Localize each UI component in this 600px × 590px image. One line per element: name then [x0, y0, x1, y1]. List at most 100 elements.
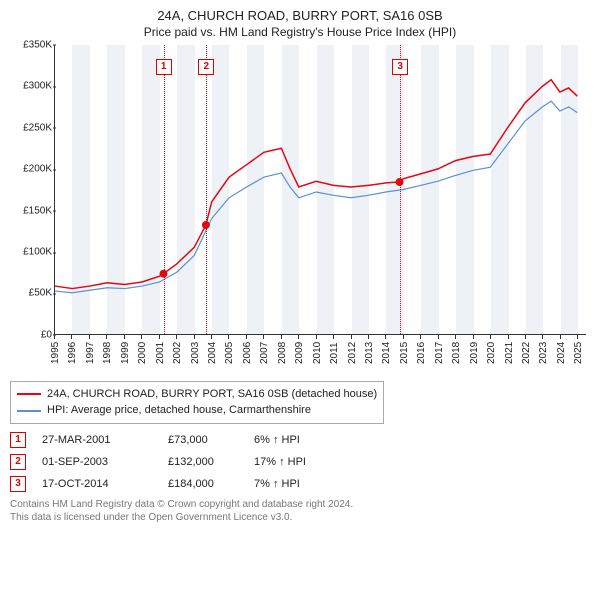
- y-tick-label: £350K: [10, 39, 52, 50]
- event-vline: [400, 45, 401, 334]
- x-tick-label: 2009: [294, 342, 305, 364]
- x-tick-label: 2016: [416, 342, 427, 364]
- x-tick-mark: [473, 335, 474, 339]
- event-number: 1: [10, 432, 26, 448]
- event-price: £132,000: [168, 456, 238, 468]
- x-tick-mark: [176, 335, 177, 339]
- chart-svg: [55, 45, 586, 334]
- x-tick-label: 2020: [486, 342, 497, 364]
- x-tick-mark: [281, 335, 282, 339]
- events-table: 1 27-MAR-2001 £73,000 6% ↑ HPI 2 01-SEP-2003 £…: [10, 432, 590, 492]
- event-vline: [164, 45, 165, 334]
- x-tick-label: 2021: [504, 342, 515, 364]
- x-tick-mark: [455, 335, 456, 339]
- x-tick-label: 2005: [224, 342, 235, 364]
- y-tick-label: £100K: [10, 247, 52, 258]
- x-tick-label: 2019: [469, 342, 480, 364]
- x-tick-mark: [490, 335, 491, 339]
- legend-label-hpi: HPI: Average price, detached house, Carm…: [47, 402, 311, 419]
- attribution: Contains HM Land Registry data © Crown c…: [10, 498, 590, 524]
- event-number: 3: [10, 476, 26, 492]
- x-tick-mark: [385, 335, 386, 339]
- event-marker-box: 1: [156, 59, 172, 75]
- x-tick-label: 1995: [50, 342, 61, 364]
- series-line-hpi: [55, 101, 577, 293]
- y-tick-label: £50K: [10, 288, 52, 299]
- legend-label-subject: 24A, CHURCH ROAD, BURRY PORT, SA16 0SB (…: [47, 386, 377, 403]
- x-tick-mark: [159, 335, 160, 339]
- x-tick-label: 2007: [259, 342, 270, 364]
- x-tick-mark: [298, 335, 299, 339]
- x-tick-label: 2008: [277, 342, 288, 364]
- legend: 24A, CHURCH ROAD, BURRY PORT, SA16 0SB (…: [10, 381, 384, 424]
- event-pct: 17% ↑ HPI: [254, 456, 334, 468]
- y-tick-label: £250K: [10, 122, 52, 133]
- x-tick-mark: [316, 335, 317, 339]
- x-tick-label: 2010: [312, 342, 323, 364]
- x-tick-mark: [542, 335, 543, 339]
- legend-swatch-subject: [17, 393, 41, 395]
- x-tick-mark: [351, 335, 352, 339]
- x-tick-label: 2002: [172, 342, 183, 364]
- x-tick-mark: [71, 335, 72, 339]
- x-tick-label: 1996: [67, 342, 78, 364]
- footer-line2: This data is licensed under the Open Gov…: [10, 511, 590, 524]
- event-row: 3 17-OCT-2014 £184,000 7% ↑ HPI: [10, 476, 590, 492]
- event-date: 27-MAR-2001: [42, 434, 152, 446]
- x-tick-mark: [577, 335, 578, 339]
- x-tick-mark: [141, 335, 142, 339]
- x-tick-label: 2013: [364, 342, 375, 364]
- x-tick-mark: [420, 335, 421, 339]
- x-tick-mark: [508, 335, 509, 339]
- x-tick-label: 1998: [102, 342, 113, 364]
- event-marker-box: 3: [392, 59, 408, 75]
- y-tick-label: £150K: [10, 205, 52, 216]
- y-tick-label: £300K: [10, 81, 52, 92]
- x-tick-label: 2004: [207, 342, 218, 364]
- x-tick-mark: [211, 335, 212, 339]
- event-row: 2 01-SEP-2003 £132,000 17% ↑ HPI: [10, 454, 590, 470]
- event-number: 2: [10, 454, 26, 470]
- x-tick-label: 2023: [538, 342, 549, 364]
- chart-subtitle: Price paid vs. HM Land Registry's House …: [10, 25, 590, 39]
- x-tick-mark: [263, 335, 264, 339]
- x-tick-mark: [194, 335, 195, 339]
- x-tick-mark: [124, 335, 125, 339]
- y-tick-label: £0: [10, 329, 52, 340]
- footer-line1: Contains HM Land Registry data © Crown c…: [10, 498, 590, 511]
- event-marker-box: 2: [198, 59, 214, 75]
- x-tick-mark: [106, 335, 107, 339]
- x-tick-label: 2012: [347, 342, 358, 364]
- x-tick-mark: [89, 335, 90, 339]
- x-tick-label: 2014: [381, 342, 392, 364]
- x-tick-label: 2015: [399, 342, 410, 364]
- x-tick-mark: [438, 335, 439, 339]
- legend-item-subject: 24A, CHURCH ROAD, BURRY PORT, SA16 0SB (…: [17, 386, 377, 403]
- x-tick-label: 2011: [329, 342, 340, 364]
- x-tick-mark: [333, 335, 334, 339]
- chart-area: 123 £0£50K£100K£150K£200K£250K£300K£350K…: [10, 45, 590, 375]
- x-tick-mark: [560, 335, 561, 339]
- x-tick-label: 2003: [190, 342, 201, 364]
- x-tick-label: 2018: [451, 342, 462, 364]
- x-tick-label: 1997: [85, 342, 96, 364]
- x-tick-label: 2022: [521, 342, 532, 364]
- event-date: 01-SEP-2003: [42, 456, 152, 468]
- chart-title: 24A, CHURCH ROAD, BURRY PORT, SA16 0SB: [10, 8, 590, 25]
- x-tick-label: 2001: [155, 342, 166, 364]
- x-tick-label: 2017: [434, 342, 445, 364]
- event-pct: 7% ↑ HPI: [254, 478, 334, 490]
- y-tick-label: £200K: [10, 164, 52, 175]
- event-date: 17-OCT-2014: [42, 478, 152, 490]
- x-tick-mark: [403, 335, 404, 339]
- x-tick-label: 2000: [137, 342, 148, 364]
- event-vline: [206, 45, 207, 334]
- x-tick-label: 2006: [242, 342, 253, 364]
- event-price: £184,000: [168, 478, 238, 490]
- event-price: £73,000: [168, 434, 238, 446]
- x-tick-mark: [368, 335, 369, 339]
- event-pct: 6% ↑ HPI: [254, 434, 334, 446]
- event-row: 1 27-MAR-2001 £73,000 6% ↑ HPI: [10, 432, 590, 448]
- x-tick-label: 1999: [120, 342, 131, 364]
- plot-region: 1 2 3: [54, 45, 586, 335]
